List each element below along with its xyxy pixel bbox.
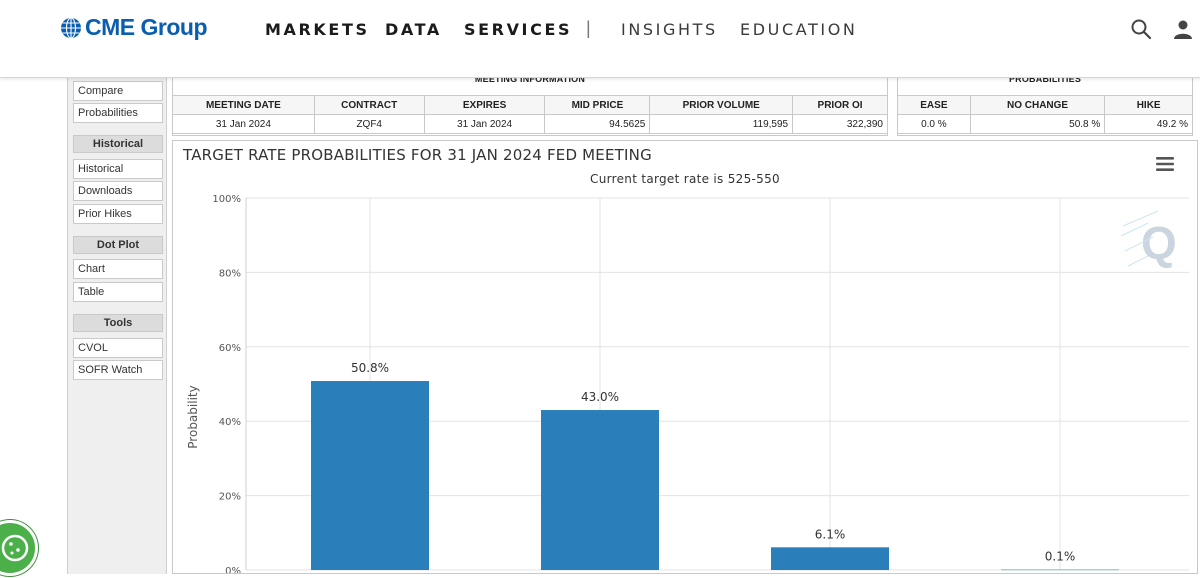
y-tick-label: 60% (219, 343, 241, 354)
chart-panel: TARGET RATE PROBABILITIES FOR 31 JAN 202… (172, 140, 1198, 574)
bar-value-label: 43.0% (581, 390, 619, 404)
sidebar-item-probabilities[interactable]: Probabilities (73, 103, 163, 123)
chart-title: TARGET RATE PROBABILITIES FOR 31 JAN 202… (183, 146, 652, 164)
sidebar-item-prior-hikes[interactable]: Prior Hikes (73, 204, 163, 224)
bar[interactable] (311, 381, 429, 570)
cookie-icon (1, 534, 29, 562)
col-prior-volume: PRIOR VOLUME (649, 95, 794, 115)
cell-prior-volume: 119,595 (649, 114, 794, 134)
sidebar-section-dot-plot: Dot Plot (73, 236, 163, 254)
cme-group-logo[interactable]: CME Group (60, 14, 208, 41)
col-prior-oi: PRIOR OI (792, 95, 888, 115)
cell-mid-price: 94.5625 (544, 114, 651, 134)
table-row: 0.0 % 50.8 % 49.2 % (897, 114, 1193, 134)
chart-subtitle: Current target rate is 525-550 (590, 172, 780, 186)
sidebar-item-compare[interactable]: Compare (73, 81, 163, 101)
cell-prior-oi: 322,390 (792, 114, 888, 134)
sidebar: Compare Probabilities Historical Histori… (67, 78, 167, 574)
hamburger-menu-icon[interactable] (1156, 156, 1174, 172)
col-meeting-date: MEETING DATE (172, 95, 315, 115)
table-header-row: MEETING DATE CONTRACT EXPIRES MID PRICE … (172, 95, 888, 115)
cell-expires: 31 Jan 2024 (423, 114, 546, 134)
probabilities-title: PROBABILITIES (1008, 74, 1082, 84)
nav-separator: | (586, 18, 591, 38)
cell-hike: 49.2 % (1104, 114, 1193, 134)
nav-insights[interactable]: INSIGHTS (621, 20, 718, 39)
col-contract: CONTRACT (313, 95, 425, 115)
top-navigation: CME Group MARKETS DATA SERVICES | INSIGH… (0, 0, 1200, 78)
sidebar-section-historical: Historical (73, 135, 163, 153)
cookie-settings-button[interactable] (0, 520, 38, 576)
y-tick-label: 100% (212, 194, 241, 205)
nav-services[interactable]: SERVICES (464, 20, 573, 39)
probabilities-table: EASE NO CHANGE HIKE 0.0 % 50.8 % 49.2 % (897, 95, 1193, 134)
y-tick-label: 20% (219, 492, 241, 503)
table-header-row: EASE NO CHANGE HIKE (897, 95, 1193, 115)
search-icon[interactable] (1130, 18, 1152, 40)
col-mid-price: MID PRICE (544, 95, 651, 115)
bar[interactable] (771, 547, 889, 570)
globe-icon (61, 16, 81, 39)
probabilities-box: PROBABILITIES EASE NO CHANGE HIKE 0.0 % … (897, 70, 1193, 136)
cell-contract: ZQF4 (313, 114, 425, 134)
cell-ease: 0.0 % (897, 114, 971, 134)
col-hike: HIKE (1104, 95, 1193, 115)
bar[interactable] (541, 410, 659, 570)
sidebar-item-downloads[interactable]: Downloads (73, 181, 163, 201)
sidebar-section-tools: Tools (73, 314, 163, 332)
bar[interactable] (1001, 569, 1119, 571)
y-tick-label: 40% (219, 417, 241, 428)
quikstrike-q-logo: Q (1120, 210, 1177, 269)
y-axis-label: Probability (186, 385, 200, 448)
probability-bar-chart: Q Probability 0% 20% 40% 60% 80% 100% 50.8% 43… (186, 194, 1189, 573)
sidebar-item-historical[interactable]: Historical (73, 159, 163, 179)
bar-value-label: 50.8% (351, 361, 389, 375)
bar-value-label: 0.1% (1045, 550, 1076, 564)
sidebar-item-sofr-watch[interactable]: SOFR Watch (73, 360, 163, 380)
col-ease: EASE (897, 95, 971, 115)
meeting-information-box: MEETING INFORMATION MEETING DATE CONTRAC… (172, 70, 888, 136)
col-expires: EXPIRES (423, 95, 546, 115)
cell-meeting-date: 31 Jan 2024 (172, 114, 315, 134)
y-tick-label: 80% (219, 268, 241, 279)
bar-value-label: 6.1% (815, 527, 846, 541)
brand-name: CME Group (85, 14, 208, 40)
meeting-information-title: MEETING INFORMATION (474, 74, 586, 84)
sidebar-item-table[interactable]: Table (73, 282, 163, 302)
nav-data[interactable]: DATA (385, 20, 442, 39)
meeting-information-table: MEETING DATE CONTRACT EXPIRES MID PRICE … (172, 95, 888, 134)
svg-text:Q: Q (1141, 217, 1177, 269)
sidebar-item-cvol[interactable]: CVOL (73, 338, 163, 358)
nav-markets[interactable]: MARKETS (265, 20, 370, 39)
table-row: 31 Jan 2024 ZQF4 31 Jan 2024 94.5625 119… (172, 114, 888, 134)
user-icon[interactable] (1172, 18, 1194, 40)
nav-education[interactable]: EDUCATION (740, 20, 858, 39)
y-tick-label: 0% (225, 566, 241, 573)
col-no-change: NO CHANGE (969, 95, 1106, 115)
sidebar-item-chart[interactable]: Chart (73, 259, 163, 279)
cell-no-change: 50.8 % (969, 114, 1106, 134)
